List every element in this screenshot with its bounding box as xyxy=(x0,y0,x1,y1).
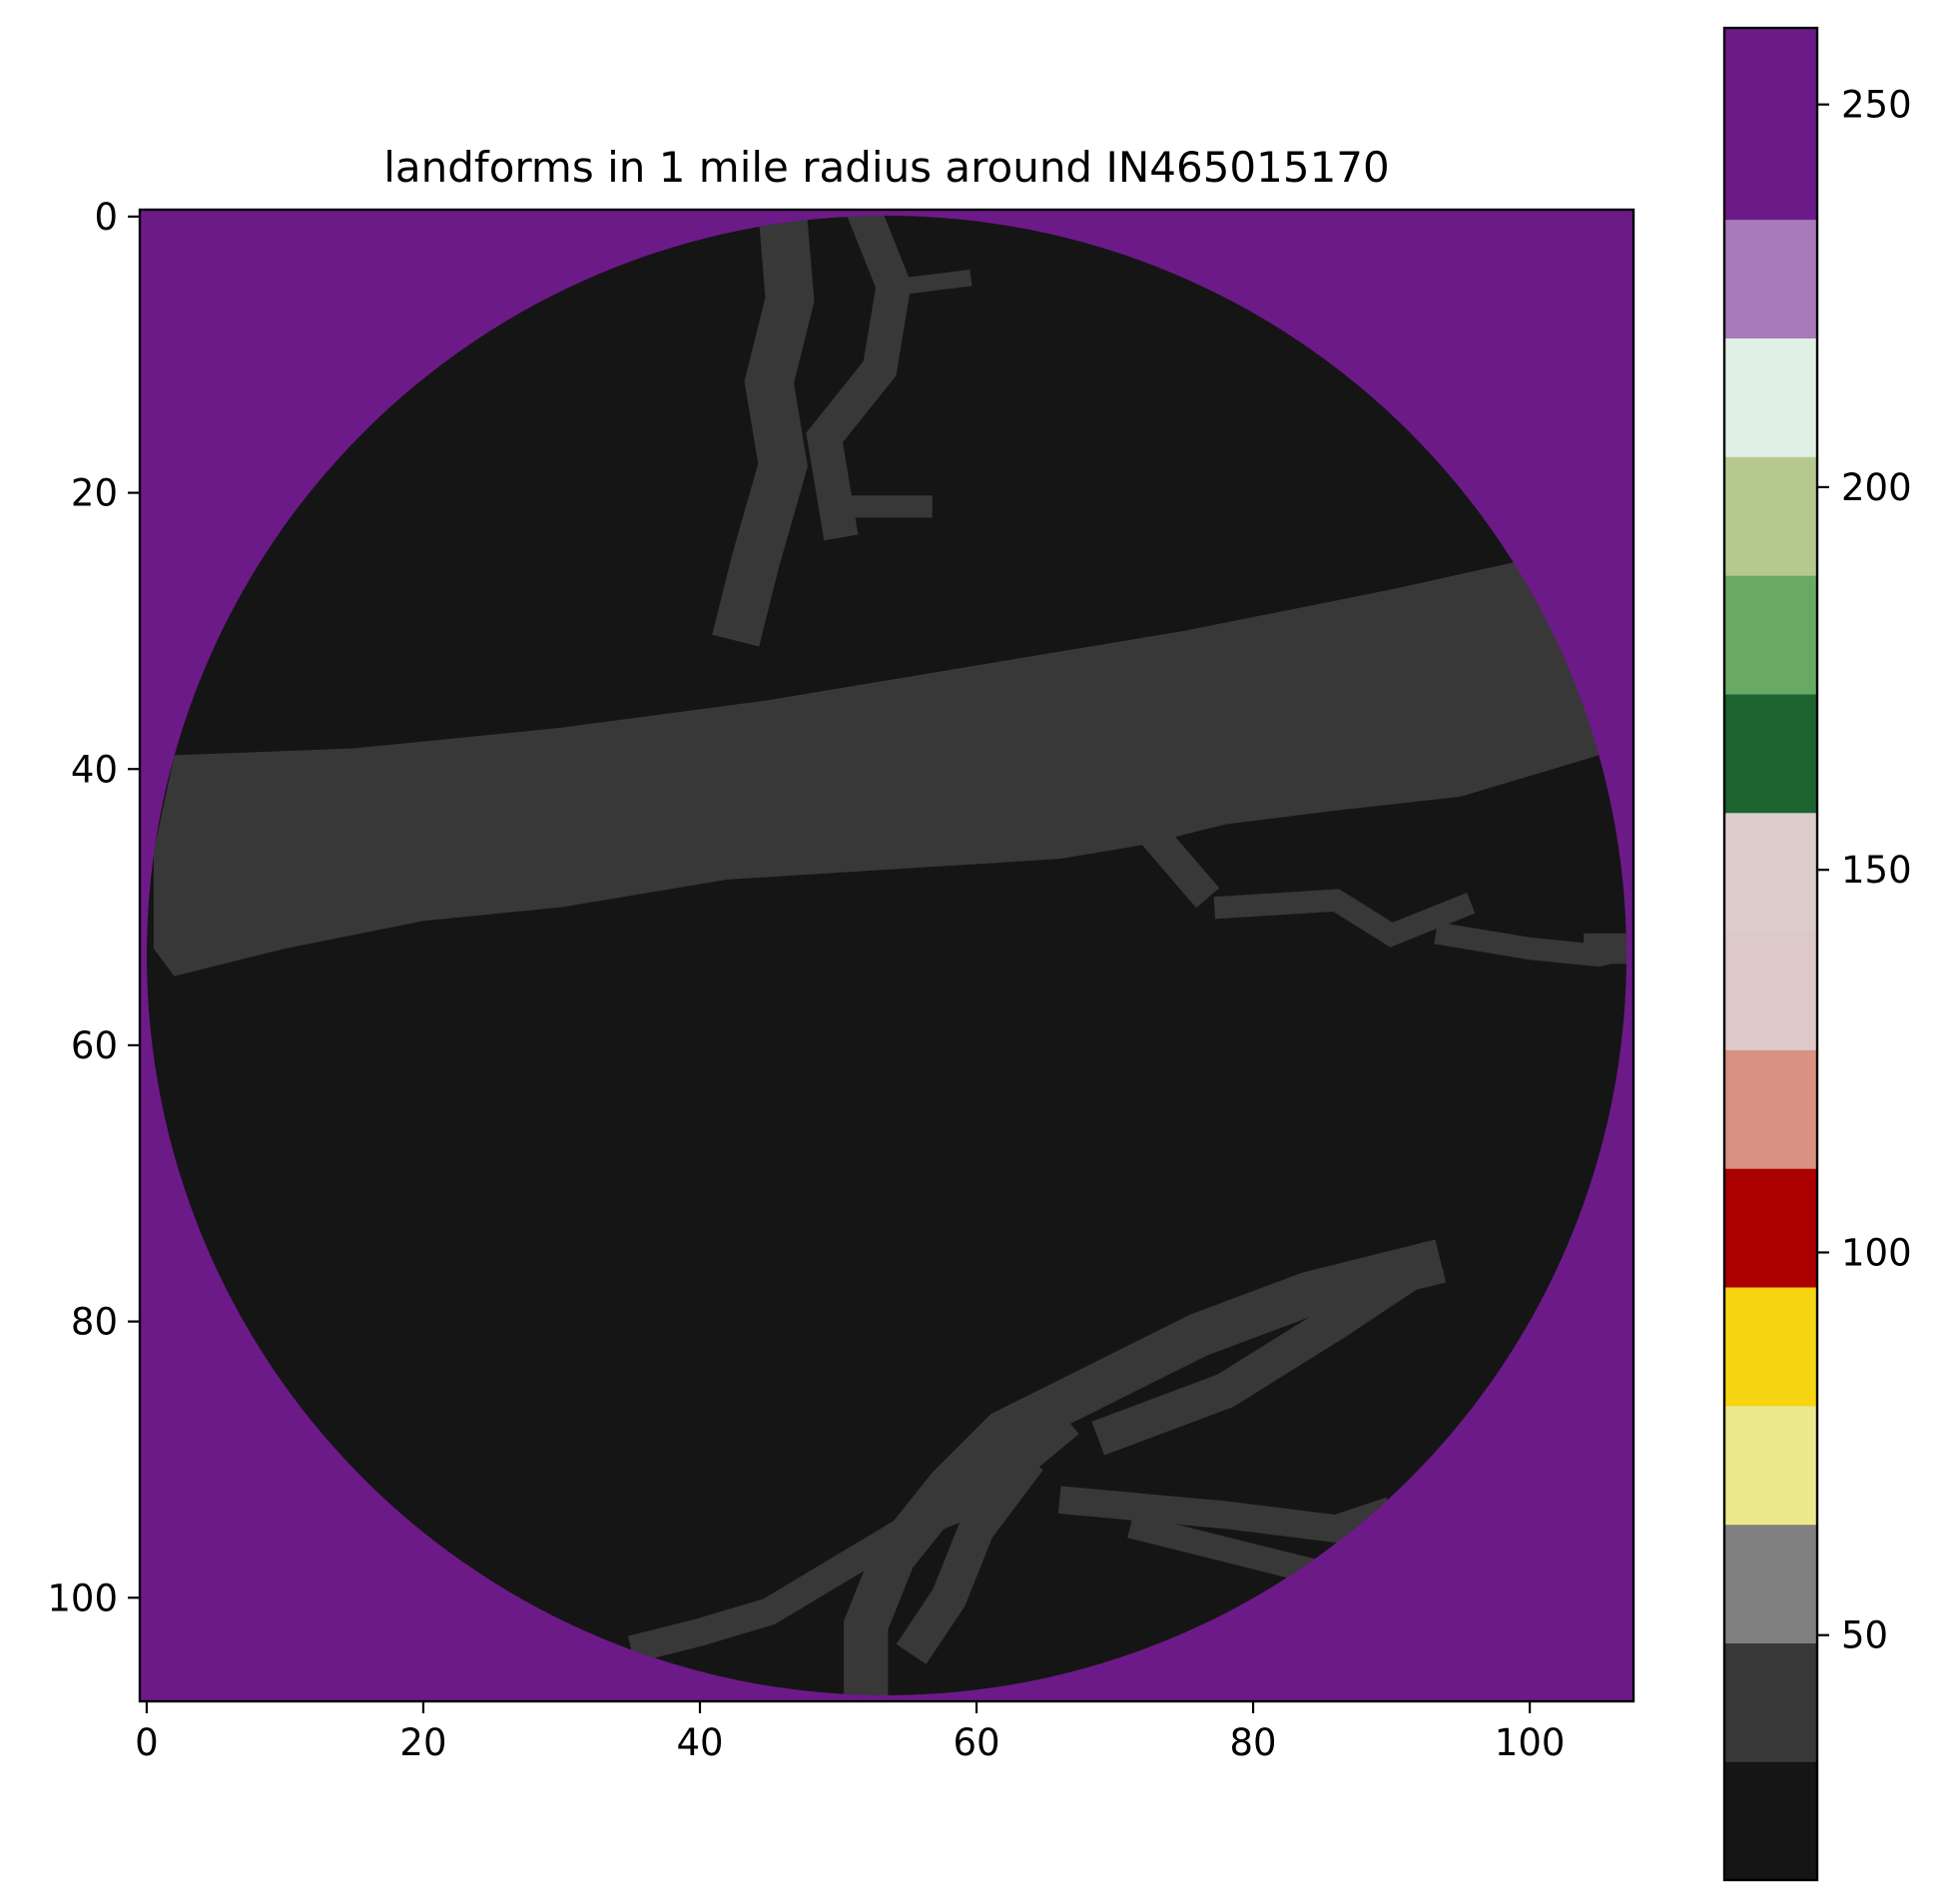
colorbar-tick-label: 250 xyxy=(1841,84,1912,127)
chart-title: landforms in 1 mile radius around IN4650… xyxy=(383,143,1390,192)
secondary-landform-channels xyxy=(627,215,1627,1696)
channel-11 xyxy=(1057,1486,1396,1544)
x-tick-label: 40 xyxy=(676,1721,723,1764)
x-tick-label: 0 xyxy=(135,1721,159,1764)
colorbar-tick-label: 100 xyxy=(1841,1231,1912,1274)
colorbar-bin xyxy=(1724,1405,1817,1526)
y-tick-label: 80 xyxy=(71,1301,118,1344)
y-axis: 0 20 40 60 80 100 xyxy=(47,196,140,1619)
channel-12 xyxy=(896,1448,1043,1664)
x-tick-label: 80 xyxy=(1230,1721,1277,1764)
channel-8 xyxy=(844,1239,1447,1696)
colorbar-bin xyxy=(1724,1761,1817,1881)
colorbar-bin xyxy=(1724,1642,1817,1762)
heatmap-plot-area xyxy=(140,210,1633,1701)
channel-5 xyxy=(1213,889,1476,948)
channel-0 xyxy=(712,215,815,647)
channel-4 xyxy=(1134,816,1220,909)
secondary-landform-band xyxy=(153,561,1600,976)
channel-1 xyxy=(806,215,912,541)
channel-13 xyxy=(1127,1514,1324,1586)
colorbar-bin xyxy=(1724,931,1817,1050)
colorbar-bin xyxy=(1724,693,1817,814)
colorbar-tick-label: 50 xyxy=(1841,1614,1888,1657)
colorbar-tick-label: 200 xyxy=(1841,466,1912,509)
x-tick-label: 60 xyxy=(953,1721,999,1764)
colorbar-frame xyxy=(1722,26,1819,1882)
y-tick-label: 100 xyxy=(47,1577,118,1619)
x-axis: 0 20 40 60 80 100 xyxy=(135,1701,1565,1764)
colorbar-bin xyxy=(1724,1168,1817,1288)
y-tick-label: 0 xyxy=(94,196,118,239)
colorbar xyxy=(1724,28,1817,1881)
y-tick-label: 20 xyxy=(71,472,118,515)
y-tick-label: 40 xyxy=(71,748,118,791)
x-tick-label: 100 xyxy=(1495,1721,1566,1764)
colorbar-bin xyxy=(1724,1049,1817,1169)
axes-frame xyxy=(138,208,1635,1703)
colorbar-bin xyxy=(1724,337,1817,457)
channel-3 xyxy=(898,269,973,296)
colorbar-bin xyxy=(1724,812,1817,933)
colorbar-bin xyxy=(1724,219,1817,338)
colorbar-axis: 50 100 150 200 250 xyxy=(1817,84,1912,1657)
colorbar-bin xyxy=(1724,28,1817,221)
y-tick-label: 60 xyxy=(71,1024,118,1067)
colorbar-bin xyxy=(1724,1524,1817,1643)
channel-9 xyxy=(1091,1241,1445,1456)
dominant-landform-region xyxy=(146,215,1627,1696)
colorbar-bin xyxy=(1724,456,1817,576)
colorbar-bin xyxy=(1724,575,1817,695)
colorbar-bin xyxy=(1724,1286,1817,1407)
colorbar-tick-label: 150 xyxy=(1841,849,1912,892)
x-tick-label: 20 xyxy=(399,1721,446,1764)
